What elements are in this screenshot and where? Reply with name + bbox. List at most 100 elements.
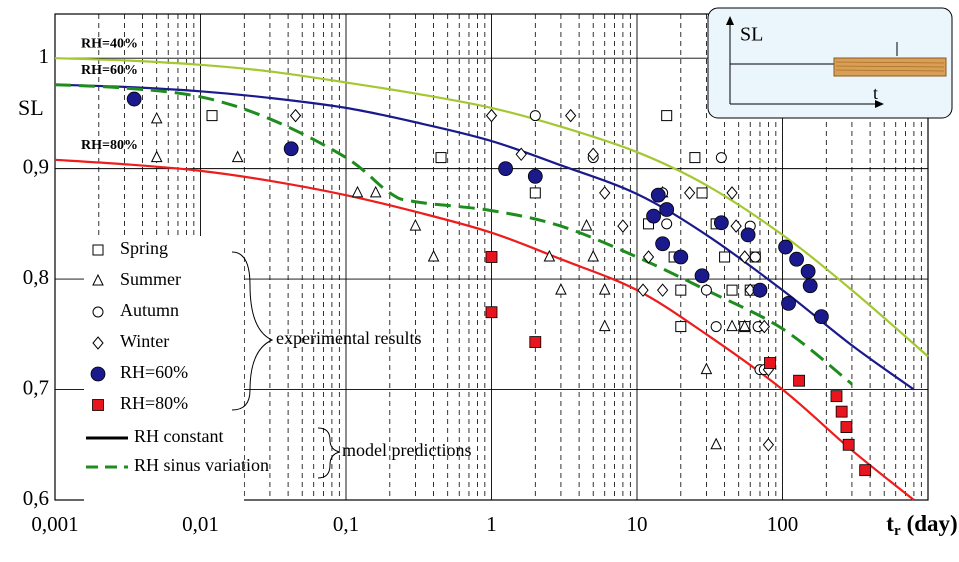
x-axis-label-part: t [886, 511, 894, 536]
y-tick-label: 0,6 [23, 486, 49, 510]
marker-circle [802, 278, 818, 294]
marker-circle [700, 284, 712, 296]
marker-triangle [150, 150, 163, 163]
annotation: model predictions [342, 440, 471, 460]
marker-square [719, 251, 731, 263]
marker-circle [781, 295, 796, 311]
x-axis-label-part: r [894, 523, 901, 539]
marker-circle [694, 268, 710, 284]
marker-circle [283, 141, 299, 157]
marker-circle [90, 366, 106, 382]
marker-diamond [637, 283, 649, 297]
marker-diamond [515, 147, 527, 162]
marker-square [485, 251, 498, 263]
y-tick-label: 1 [39, 44, 50, 68]
marker-square [435, 152, 447, 164]
marker-diamond [599, 186, 611, 200]
marker-diamond [683, 186, 696, 200]
inset-box [707, 7, 953, 119]
marker-triangle [598, 283, 611, 295]
marker-triangle [409, 218, 422, 231]
marker-circle [673, 249, 689, 265]
legend-label: Winter [120, 331, 169, 351]
brace [317, 427, 341, 479]
marker-diamond [587, 147, 599, 162]
legend-label: RH sinus variation [134, 455, 269, 475]
marker-diamond [92, 336, 104, 350]
marker-circle [715, 152, 727, 164]
marker-circle [498, 161, 514, 177]
annotation: experimental results [276, 328, 421, 348]
marker-square [840, 421, 853, 434]
marker-circle [650, 187, 666, 203]
x-axis-label: tr (day) [886, 511, 957, 539]
x-tick-label: 0,01 [182, 512, 219, 536]
marker-circle [752, 282, 768, 298]
plot-frame [54, 13, 929, 501]
marker-triangle [351, 185, 364, 198]
marker-square [675, 284, 687, 296]
marker-triangle [738, 319, 751, 332]
marker-diamond [758, 319, 770, 334]
marker-circle [92, 306, 104, 318]
marker-triangle [700, 362, 713, 375]
marker-diamond [730, 219, 742, 233]
marker-circle [800, 263, 816, 279]
marker-square [842, 438, 855, 451]
marker-triangle [369, 185, 382, 198]
inset-arrow [726, 16, 734, 25]
legend-bg [84, 236, 244, 501]
legend-label: Summer [120, 269, 181, 289]
model-curve [54, 83, 915, 391]
marker-circle [789, 251, 805, 267]
marker-triangle [427, 249, 440, 262]
marker-circle [710, 321, 722, 333]
marker-diamond [565, 108, 577, 123]
model-curve [54, 57, 929, 358]
inset-label: t [873, 83, 878, 103]
marker-triangle [587, 249, 600, 262]
marker-square [661, 110, 673, 122]
y-tick-label: 0,7 [23, 375, 49, 399]
marker-circle [749, 251, 761, 263]
marker-square [764, 357, 776, 369]
marker-circle [661, 218, 673, 230]
marker-diamond [289, 108, 302, 123]
inset-grain [835, 69, 945, 72]
legend-label: RH constant [134, 426, 224, 446]
marker-triangle [710, 437, 722, 450]
marker-circle [126, 91, 142, 107]
legend-label: RH=80% [120, 393, 188, 413]
marker-circle [646, 208, 661, 224]
curve-label: RH=60% [81, 63, 138, 78]
x-tick-label: 10 [627, 512, 648, 536]
marker-square [830, 390, 843, 403]
legend-label: RH=60% [120, 362, 188, 382]
marker-diamond [656, 283, 669, 297]
marker-square [485, 306, 498, 319]
marker-diamond [726, 186, 738, 200]
marker-circle [778, 239, 793, 255]
marker-diamond [485, 108, 498, 123]
inset-grain [835, 65, 945, 68]
marker-square [726, 284, 738, 296]
inset-label: SL [740, 24, 763, 46]
y-axis-label: SL [18, 95, 44, 120]
marker-circle [527, 168, 543, 184]
x-tick-label: 1 [486, 512, 497, 536]
curve-label: RH=80% [81, 138, 138, 153]
y-tick-label: 0,8 [23, 265, 49, 289]
marker-square [92, 399, 104, 411]
x-axis-label-part: (day) [907, 511, 958, 536]
marker-circle [740, 227, 756, 243]
marker-circle [529, 110, 541, 122]
marker-square [689, 152, 701, 164]
marker-triangle [543, 249, 556, 262]
marker-square [92, 244, 104, 256]
marker-square [206, 110, 218, 122]
marker-circle [659, 202, 675, 217]
marker-circle [655, 236, 671, 252]
marker-square [859, 464, 872, 477]
x-tick-label: 100 [767, 512, 799, 536]
